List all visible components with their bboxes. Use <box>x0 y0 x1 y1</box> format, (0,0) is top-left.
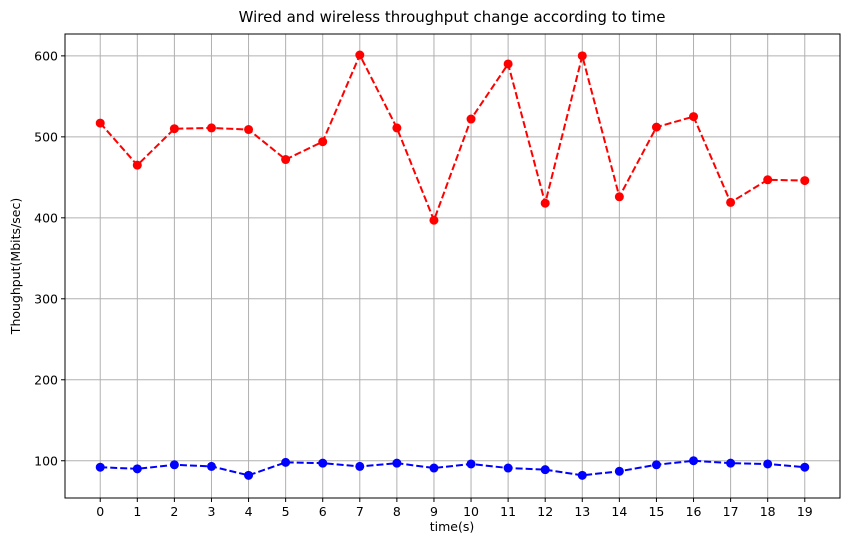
x-tick-label: 19 <box>797 504 813 519</box>
data-point <box>726 197 736 207</box>
series-line <box>99 52 805 224</box>
data-point <box>132 464 142 474</box>
x-tick-label: 5 <box>282 504 290 519</box>
x-tick-label: 13 <box>574 504 590 519</box>
data-point <box>318 458 328 468</box>
x-tick-label: 8 <box>393 504 401 519</box>
x-tick-label: 16 <box>686 504 702 519</box>
y-tick-label: 400 <box>34 210 58 225</box>
x-axis-label: time(s) <box>430 519 475 534</box>
x-tick-label: 2 <box>170 504 178 519</box>
data-point <box>577 470 587 480</box>
x-tick-label: 17 <box>723 504 739 519</box>
data-point <box>763 459 773 469</box>
data-point <box>651 122 661 132</box>
data-point <box>614 466 624 476</box>
y-axis-label: Thoughput(Mbits/sec) <box>8 198 23 335</box>
data-point <box>726 458 736 468</box>
data-point <box>540 465 550 475</box>
data-point <box>540 198 550 208</box>
data-point <box>800 462 810 472</box>
x-tick-label: 0 <box>96 504 104 519</box>
grid <box>65 34 840 498</box>
x-tick-label: 10 <box>463 504 479 519</box>
x-tick-label: 4 <box>245 504 253 519</box>
data-point <box>651 460 661 470</box>
data-point <box>577 51 587 61</box>
chart-title: Wired and wireless throughput change acc… <box>239 8 666 26</box>
data-point <box>614 192 624 202</box>
data-point <box>429 463 439 473</box>
y-tick-label: 100 <box>34 453 58 468</box>
data-point <box>392 123 402 133</box>
data-point <box>466 459 476 469</box>
data-point <box>689 456 699 466</box>
data-point <box>281 155 291 165</box>
data-point <box>392 458 402 468</box>
x-tick-label: 6 <box>319 504 327 519</box>
y-tick-label: 500 <box>34 129 58 144</box>
series-1 <box>95 50 810 225</box>
ticks: 0 1 2 3 4 5 6 7 8 9 10 11 12 13 14 15 16 17 18 191002003004… <box>34 48 813 519</box>
data-point <box>244 125 254 135</box>
data-point <box>206 123 216 133</box>
data-point <box>318 137 328 147</box>
x-tick-label: 15 <box>648 504 664 519</box>
data-point <box>169 460 179 470</box>
x-tick-label: 14 <box>611 504 627 519</box>
x-tick-label: 11 <box>500 504 516 519</box>
y-tick-label: 300 <box>34 291 58 306</box>
y-tick-label: 200 <box>34 372 58 387</box>
data-point <box>763 175 773 185</box>
y-tick-label: 600 <box>34 48 58 63</box>
data-point <box>355 461 365 471</box>
data-point <box>689 112 699 122</box>
data-point <box>95 118 105 128</box>
data-point <box>206 461 216 471</box>
data-point <box>132 160 142 170</box>
plot-frame <box>64 33 841 499</box>
x-tick-label: 18 <box>760 504 776 519</box>
series-line <box>100 459 805 477</box>
data-point <box>281 457 291 467</box>
series-layer <box>95 50 810 480</box>
data-point <box>355 50 365 60</box>
data-point <box>800 176 810 186</box>
series-2 <box>95 456 810 480</box>
x-tick-label: 9 <box>430 504 438 519</box>
data-point <box>466 114 476 124</box>
x-tick-label: 1 <box>133 504 141 519</box>
x-tick-label: 3 <box>207 504 215 519</box>
data-point <box>503 59 513 69</box>
data-point <box>95 462 105 472</box>
data-point <box>503 463 513 473</box>
data-point <box>169 124 179 134</box>
data-point <box>244 470 254 480</box>
data-point <box>429 215 439 225</box>
x-tick-label: 12 <box>537 504 553 519</box>
x-tick-label: 7 <box>356 504 364 519</box>
